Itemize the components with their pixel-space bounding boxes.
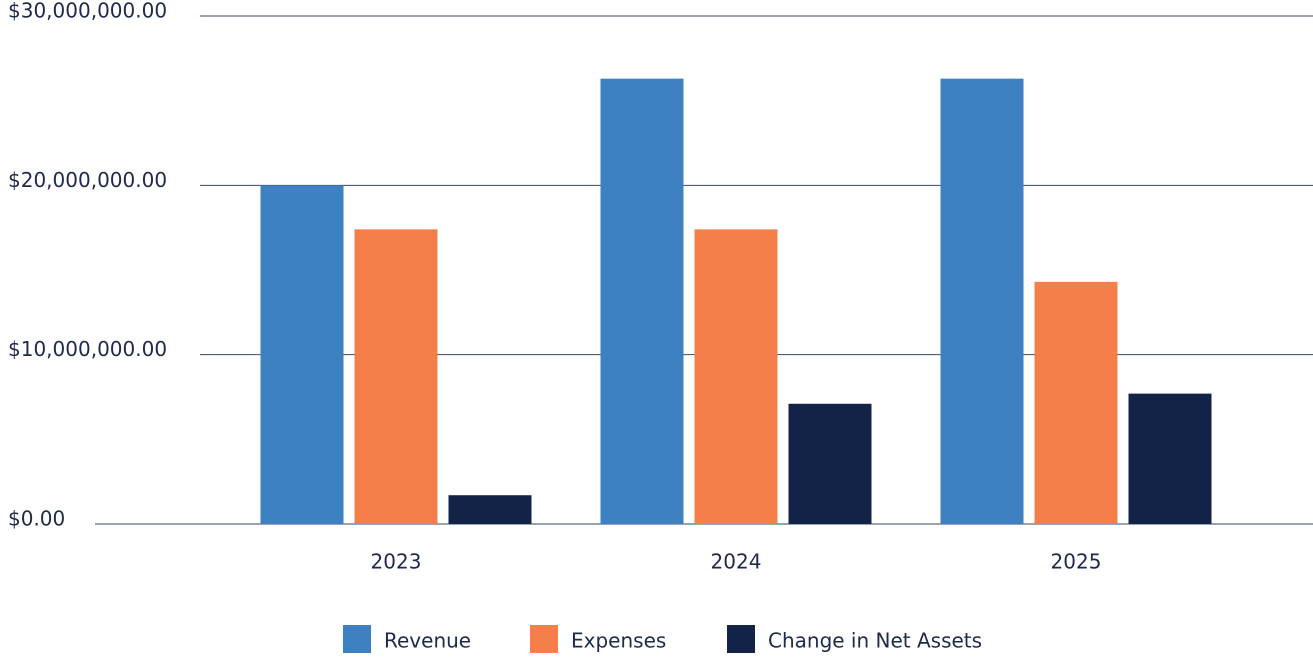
bar: [260, 185, 344, 525]
bar: [354, 229, 438, 525]
bar: [788, 403, 872, 524]
y-tick-label: $20,000,000.00: [8, 168, 167, 192]
y-tick-label: $10,000,000.00: [8, 337, 167, 361]
y-tick-label: $30,000,000.00: [8, 0, 167, 23]
legend-swatch: [530, 625, 558, 653]
legend-label: Expenses: [571, 629, 666, 653]
bar: [600, 78, 684, 525]
x-tick-label: 2024: [711, 550, 762, 574]
bar: [940, 78, 1024, 525]
legend-swatch: [727, 625, 755, 653]
bar: [694, 229, 778, 525]
y-tick-label: $0.00: [8, 507, 65, 531]
x-tick-label: 2023: [371, 550, 422, 574]
bar: [1128, 393, 1212, 524]
legend-label: Change in Net Assets: [768, 629, 982, 653]
x-tick-label: 2025: [1051, 550, 1102, 574]
legend-label: Revenue: [384, 629, 471, 653]
legend-swatch: [343, 625, 371, 653]
bar: [448, 495, 532, 524]
bar: [1034, 281, 1118, 524]
